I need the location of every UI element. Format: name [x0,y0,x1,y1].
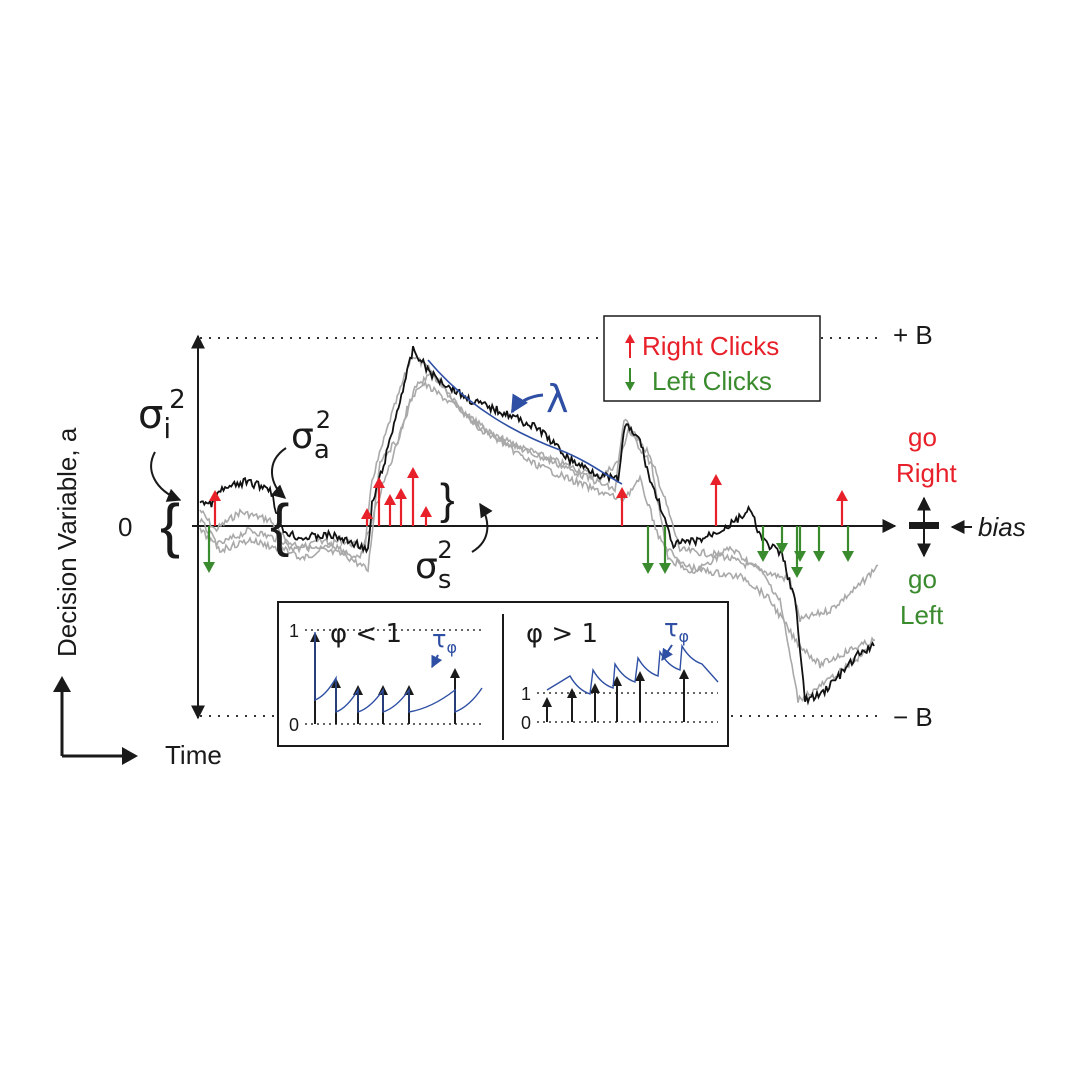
go-left-go: go [908,564,937,594]
lambda-label: λ [546,377,569,421]
y-axis-label: Decision Variable, a [52,427,82,657]
inset-left-phi: φ < 1 [330,619,402,649]
left-click-arrow [842,526,854,562]
right-click-arrow [209,490,221,526]
lambda-arrow [512,395,543,412]
inset-left-ytop: 1 [289,621,299,641]
go-left-word: Left [900,600,944,630]
axes-corner-icon [53,676,138,765]
sigma-a-label: σa2 [291,406,331,465]
sigma-s-brace: } [440,475,455,524]
left-click-arrow [642,526,654,574]
time-label: Time [165,740,222,770]
legend-left-clicks: Left Clicks [652,366,772,396]
legend-right-clicks: Right Clicks [642,331,779,361]
sigma-i-label: σi2 [138,385,186,445]
adaptation-inset: 1 0 φ < 1 τφ 1 0 φ > 1 τφ [278,602,728,746]
sigma-s-label: σs2 [415,536,453,595]
bias-label: bias [978,512,1026,542]
sigma-a-arrow [272,448,286,498]
upper-bound-label: + B [893,320,933,350]
right-click-arrow [384,494,396,526]
right-click-arrow [395,488,407,526]
lower-bound-label: − B [893,702,933,732]
sigma-s-arrow [472,504,487,552]
left-click-arrow [794,526,806,562]
bias-control [909,498,972,556]
right-click-arrow [710,474,722,526]
right-click-arrow [616,487,628,526]
right-click-arrow [407,467,419,526]
inset-right-phi: φ > 1 [526,619,598,649]
inset-right-ytop: 1 [521,684,531,704]
right-click-arrow [420,506,432,526]
right-click-arrow [836,490,848,526]
left-click-arrow [813,526,825,562]
go-right-go: go [908,422,937,452]
sigma-a-brace: { [270,493,289,558]
zero-label: 0 [118,512,132,542]
sigma-i-brace: { [160,492,180,559]
lambda-decay-curve [428,360,622,484]
inset-right-ybottom: 0 [521,713,531,733]
go-right-word: Right [896,458,957,488]
click-arrows [203,467,854,578]
legend: Right Clicks Left Clicks [604,316,820,401]
inset-left-ybottom: 0 [289,715,299,735]
